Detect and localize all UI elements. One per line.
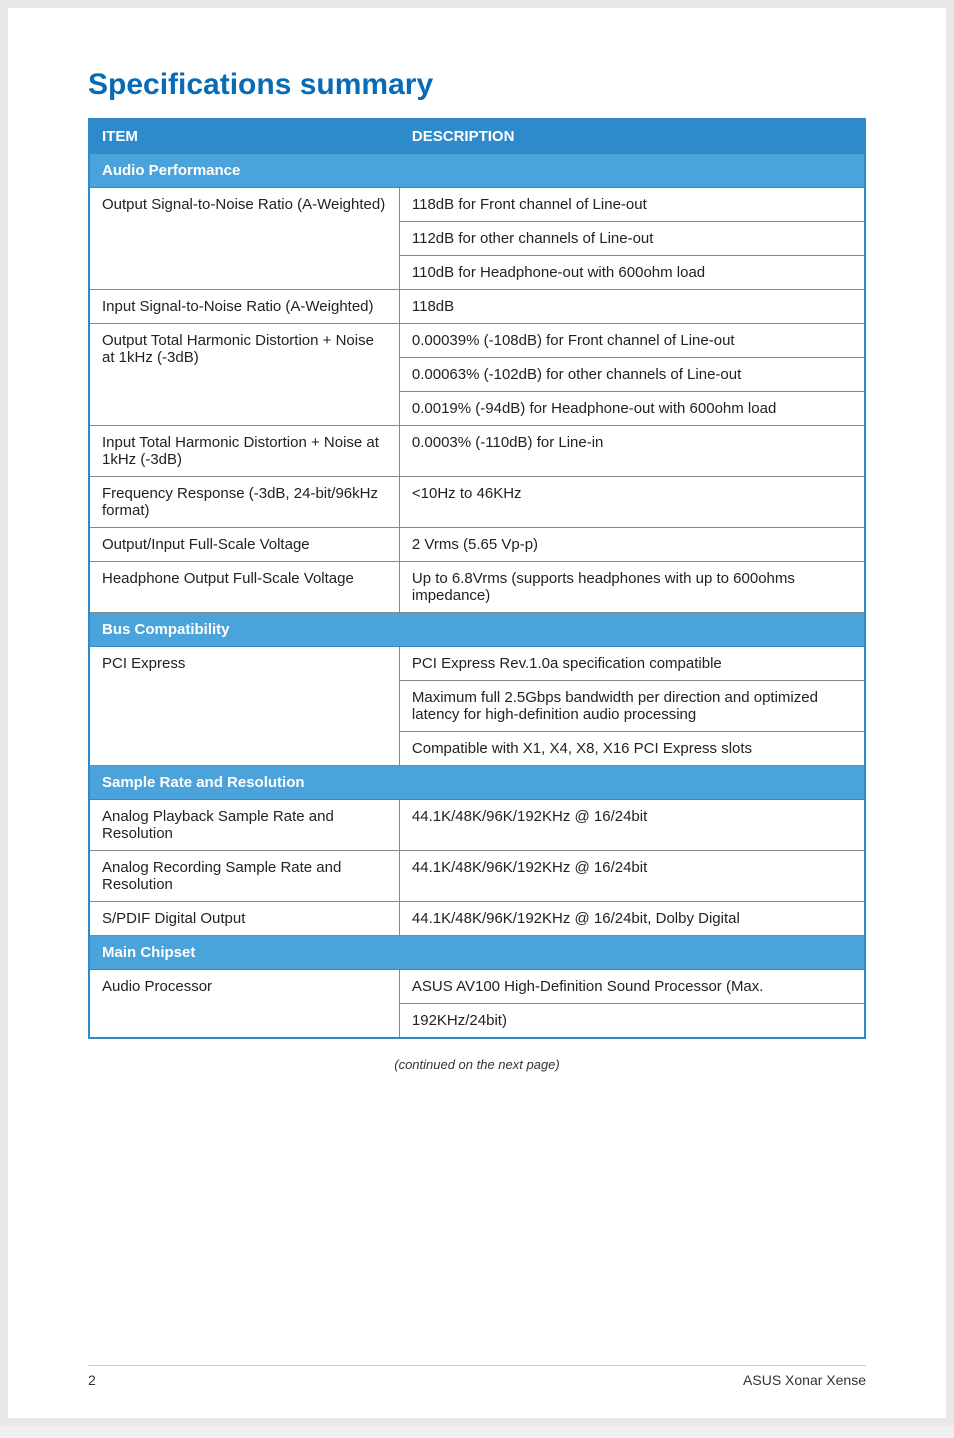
table-row: Analog Playback Sample Rate and Resoluti… bbox=[89, 800, 865, 851]
table-row: Input Signal-to-Noise Ratio (A-Weighted)… bbox=[89, 290, 865, 324]
description-cell: <10Hz to 46KHz bbox=[399, 477, 865, 528]
description-cell: 44.1K/48K/96K/192KHz @ 16/24bit bbox=[399, 851, 865, 902]
description-cell: Compatible with X1, X4, X8, X16 PCI Expr… bbox=[399, 732, 865, 766]
item-cell: Input Signal-to-Noise Ratio (A-Weighted) bbox=[89, 290, 399, 324]
item-cell: Analog Playback Sample Rate and Resoluti… bbox=[89, 800, 399, 851]
table-header-row: ITEMDESCRIPTION bbox=[89, 119, 865, 154]
specifications-table: ITEMDESCRIPTIONAudio PerformanceOutput S… bbox=[88, 118, 866, 1039]
section-row: Main Chipset bbox=[89, 936, 865, 970]
section-label: Main Chipset bbox=[89, 936, 865, 970]
document-page: Specifications summary ITEMDESCRIPTIONAu… bbox=[8, 8, 946, 1418]
header-item: ITEM bbox=[89, 119, 399, 154]
table-row: PCI ExpressPCI Express Rev.1.0a specific… bbox=[89, 647, 865, 681]
item-cell: Audio Processor bbox=[89, 970, 399, 1039]
description-cell: PCI Express Rev.1.0a specification compa… bbox=[399, 647, 865, 681]
item-cell: Headphone Output Full-Scale Voltage bbox=[89, 562, 399, 613]
description-cell: 44.1K/48K/96K/192KHz @ 16/24bit, Dolby D… bbox=[399, 902, 865, 936]
item-cell: Input Total Harmonic Distortion + Noise … bbox=[89, 426, 399, 477]
header-description: DESCRIPTION bbox=[399, 119, 865, 154]
description-cell: ASUS AV100 High-Definition Sound Process… bbox=[399, 970, 865, 1004]
continued-note: (continued on the next page) bbox=[88, 1057, 866, 1072]
table-row: Audio ProcessorASUS AV100 High-Definitio… bbox=[89, 970, 865, 1004]
table-row: Output/Input Full-Scale Voltage2 Vrms (5… bbox=[89, 528, 865, 562]
description-cell: 0.0003% (-110dB) for Line-in bbox=[399, 426, 865, 477]
table-row: Output Total Harmonic Distortion + Noise… bbox=[89, 324, 865, 358]
description-cell: 110dB for Headphone-out with 600ohm load bbox=[399, 256, 865, 290]
description-cell: 0.00063% (-102dB) for other channels of … bbox=[399, 358, 865, 392]
description-cell: 118dB bbox=[399, 290, 865, 324]
section-row: Bus Compatibility bbox=[89, 613, 865, 647]
footer-product: ASUS Xonar Xense bbox=[743, 1372, 866, 1388]
item-cell: Output Signal-to-Noise Ratio (A-Weighted… bbox=[89, 188, 399, 290]
section-label: Audio Performance bbox=[89, 154, 865, 188]
table-row: Output Signal-to-Noise Ratio (A-Weighted… bbox=[89, 188, 865, 222]
page-title: Specifications summary bbox=[88, 68, 866, 102]
item-cell: Output Total Harmonic Distortion + Noise… bbox=[89, 324, 399, 426]
description-cell: 2 Vrms (5.65 Vp-p) bbox=[399, 528, 865, 562]
description-cell: 112dB for other channels of Line-out bbox=[399, 222, 865, 256]
table-row: Analog Recording Sample Rate and Resolut… bbox=[89, 851, 865, 902]
page-background: Specifications summary ITEMDESCRIPTIONAu… bbox=[0, 0, 954, 1426]
section-label: Sample Rate and Resolution bbox=[89, 766, 865, 800]
description-cell: 44.1K/48K/96K/192KHz @ 16/24bit bbox=[399, 800, 865, 851]
table-row: S/PDIF Digital Output44.1K/48K/96K/192KH… bbox=[89, 902, 865, 936]
item-cell: S/PDIF Digital Output bbox=[89, 902, 399, 936]
description-cell: 192KHz/24bit) bbox=[399, 1004, 865, 1039]
table-body: ITEMDESCRIPTIONAudio PerformanceOutput S… bbox=[89, 119, 865, 1038]
page-number: 2 bbox=[88, 1372, 96, 1388]
page-footer: 2 ASUS Xonar Xense bbox=[88, 1365, 866, 1388]
description-cell: 0.0019% (-94dB) for Headphone-out with 6… bbox=[399, 392, 865, 426]
item-cell: Output/Input Full-Scale Voltage bbox=[89, 528, 399, 562]
section-row: Audio Performance bbox=[89, 154, 865, 188]
table-row: Headphone Output Full-Scale VoltageUp to… bbox=[89, 562, 865, 613]
item-cell: Analog Recording Sample Rate and Resolut… bbox=[89, 851, 399, 902]
table-row: Input Total Harmonic Distortion + Noise … bbox=[89, 426, 865, 477]
section-row: Sample Rate and Resolution bbox=[89, 766, 865, 800]
description-cell: 0.00039% (-108dB) for Front channel of L… bbox=[399, 324, 865, 358]
item-cell: PCI Express bbox=[89, 647, 399, 766]
content-area: Specifications summary ITEMDESCRIPTIONAu… bbox=[88, 68, 866, 1305]
section-label: Bus Compatibility bbox=[89, 613, 865, 647]
description-cell: Up to 6.8Vrms (supports headphones with … bbox=[399, 562, 865, 613]
description-cell: Maximum full 2.5Gbps bandwidth per direc… bbox=[399, 681, 865, 732]
table-row: Frequency Response (-3dB, 24-bit/96kHz f… bbox=[89, 477, 865, 528]
item-cell: Frequency Response (-3dB, 24-bit/96kHz f… bbox=[89, 477, 399, 528]
description-cell: 118dB for Front channel of Line-out bbox=[399, 188, 865, 222]
